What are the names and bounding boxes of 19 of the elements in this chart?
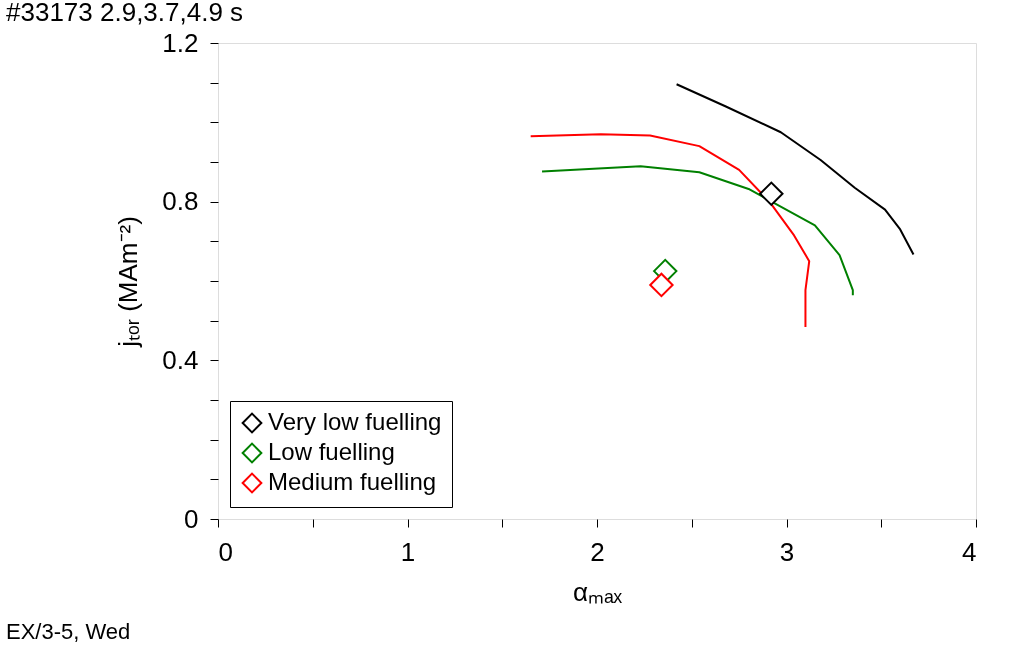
line-series [675, 83, 915, 256]
line-series [541, 165, 854, 297]
line-series [529, 133, 811, 329]
x-tick-label: 0 [218, 536, 233, 567]
y-tick-label: 0.8 [162, 186, 199, 217]
text: EX/3-5, Wed [6, 619, 131, 644]
x-tick-label: 2 [590, 536, 605, 567]
x-tick-label: 1 [400, 536, 416, 567]
chart-title: #33173 2.9,3.7,4.9 s [6, 0, 244, 27]
y-tick-label: 0.4 [162, 344, 199, 375]
y-axis-title: jₜₒᵣ (MAm⁻²) [113, 216, 144, 348]
x-tick-label: 4 [962, 536, 977, 567]
legend-label: Low fuelling [268, 438, 395, 465]
y-tick-label: 1.2 [162, 27, 199, 58]
x-tick-label: 3 [779, 536, 795, 567]
y-tick-label: 0 [184, 503, 199, 534]
x-axis-title: αₘₐₓ [572, 576, 623, 607]
legend-label: Medium fuelling [268, 468, 437, 495]
legend-label: Very low fuelling [268, 408, 442, 435]
